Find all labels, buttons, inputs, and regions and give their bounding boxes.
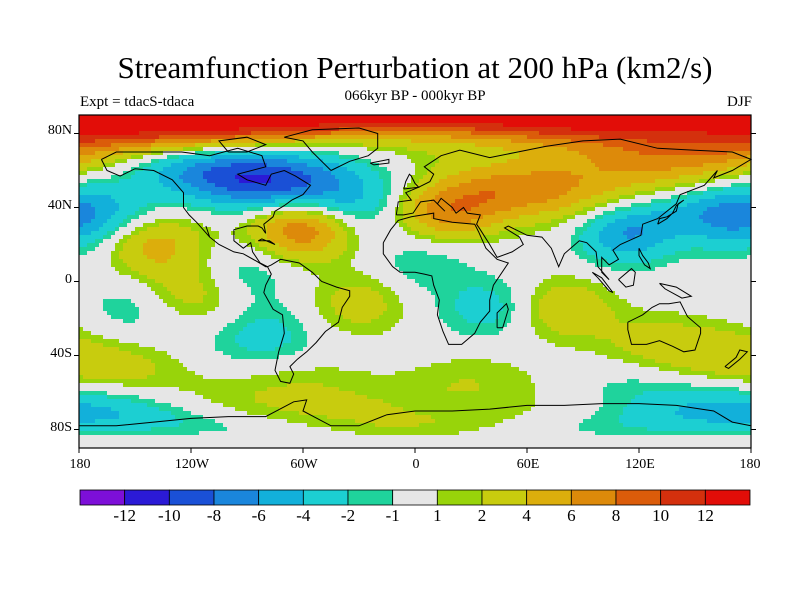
coastline (591, 271, 614, 294)
coastline (395, 138, 753, 280)
colorbar-swatch (526, 489, 572, 506)
coastline (79, 399, 752, 427)
colorbar-swatch (392, 489, 438, 506)
colorbar-label: -2 (340, 506, 356, 525)
lat-tick-label: 40N (47, 198, 72, 213)
experiment-label: Expt = tdacS-tdaca (80, 94, 195, 110)
colorbar-swatch (481, 489, 528, 506)
colorbar-label: 1 (433, 506, 442, 525)
coastline (218, 136, 268, 153)
coastlines (79, 127, 753, 427)
coastline (618, 267, 636, 288)
colorbar-swatch (79, 489, 126, 506)
contour-field (79, 115, 752, 449)
colorbar-swatch (704, 489, 751, 506)
colorbar-swatch (615, 489, 662, 506)
map-subtitle: 066kyr BP - 000kyr BP (344, 88, 486, 104)
colorbar-label: -1 (385, 506, 400, 525)
colorbar-swatch (258, 489, 304, 506)
colorbar-swatch (213, 489, 260, 506)
lon-tick-label: 0 (412, 457, 420, 472)
lat-tick-label: 80S (50, 420, 72, 435)
lon-tick-label: 180 (739, 457, 761, 472)
lon-tick-label: 60E (516, 457, 540, 472)
season-label: DJF (726, 94, 752, 110)
colorbar-label: 2 (477, 506, 487, 525)
coastline (403, 173, 420, 190)
coastline (724, 349, 749, 369)
colorbar-swatch (660, 489, 706, 506)
coastline (638, 247, 652, 270)
colorbar-label: -10 (157, 506, 181, 525)
axis-ticks (74, 133, 756, 453)
colorbar-label: 12 (696, 506, 714, 525)
colorbar-swatch (347, 489, 394, 506)
colorbar-label: 4 (522, 506, 531, 525)
colorbar-label: 10 (652, 506, 670, 525)
coastline (657, 199, 685, 225)
colorbar-label: -6 (251, 506, 266, 525)
lon-tick-label: 180 (69, 457, 91, 472)
coastline (659, 282, 693, 299)
lat-tick-label: 40S (50, 346, 72, 361)
colorbar-swatch (124, 489, 170, 506)
lat-tick-label: 0 (65, 272, 72, 287)
colorbar-label: -4 (296, 506, 311, 525)
coastline (100, 147, 312, 268)
colorbar-label: 8 (611, 506, 621, 525)
coastline (263, 258, 351, 384)
lon-tick-label: 120E (625, 457, 655, 472)
colorbar-label: -12 (113, 506, 136, 525)
lat-tick-label: 80N (47, 123, 72, 138)
colorbar-swatch (570, 489, 617, 506)
coastline (369, 158, 390, 166)
coastline (382, 212, 510, 345)
colorbar-label: 6 (567, 506, 576, 525)
lon-tick-label: 120W (174, 457, 210, 472)
coastline (627, 301, 702, 353)
map-title: Streamfunction Perturbation at 200 hPa (… (117, 50, 713, 85)
coastline (284, 127, 379, 171)
colorbar-swatch (436, 489, 483, 506)
colorbar-swatch (168, 489, 215, 506)
coastline (496, 302, 509, 329)
colorbar-swatch (302, 489, 349, 506)
colorbar-label: -8 (206, 506, 222, 525)
lon-tick-label: 60W (290, 457, 318, 472)
coastline (257, 238, 276, 245)
